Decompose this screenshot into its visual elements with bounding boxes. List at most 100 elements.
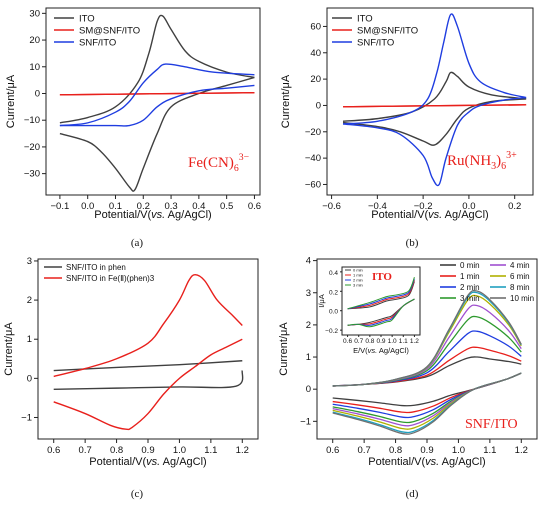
chart-a-xtick-label: 0.2 [137, 201, 150, 212]
chart-d-legend-label: 3 min [460, 294, 480, 303]
chart-d-series-reverse [332, 372, 522, 419]
chart-c-ytick-label: −1 [21, 412, 32, 423]
chart-a-series-reverse [59, 91, 255, 96]
chart-d-inset-xtick-label: 0.7 [354, 338, 363, 345]
chart-d-ytick-label: 3 [306, 288, 311, 299]
chart-c-xtick-label: 1.2 [236, 445, 249, 456]
chart-d-inset-ytick-label: −0.2 [325, 328, 338, 335]
chart-a-ytick-label: 20 [29, 35, 40, 46]
chart-a-series-forward [59, 14, 255, 124]
chart-b-xtick-label: −0.6 [322, 201, 341, 212]
chart-d-inset-series-forward [347, 278, 415, 310]
chart-b-series-forward [342, 71, 527, 122]
panel-a: −0.1 0.0 0.1 0.2 0.3 0.4 0.5 0.6 −30 −20 −10 0 10 20 3… [0, 0, 275, 253]
chart-a-xtick-label: −0.1 [51, 201, 70, 212]
chart-d-inset-ytick-label: 0.4 [329, 270, 338, 277]
chart-d-xtick-label: 0.7 [358, 445, 371, 456]
chart-b-panel-label: (b) [406, 237, 419, 249]
chart-d-inset-xlabel: E/V(vs. Ag/AgCl) [353, 346, 409, 355]
chart-d-inset-series-forward [347, 277, 415, 310]
chart-d-ytick-label: 4 [306, 256, 311, 267]
chart-d-inset-legend-label: 2 min [353, 278, 363, 283]
chart-b-ytick-label: 60 [310, 21, 321, 32]
chart-b-series-reverse [342, 98, 527, 146]
chart-b-legend-label: SNF/ITO [357, 38, 394, 49]
chart-d-xtick-label: 1.2 [515, 445, 528, 456]
chart-d-inset-xtick-label: 1.0 [388, 338, 397, 345]
chart-d-legend-label: 2 min [460, 283, 480, 292]
chart-b-series-reverse [343, 104, 527, 108]
chart-c-ytick-label: 0 [27, 373, 32, 384]
chart-c-xtick-label: 1.1 [204, 445, 217, 456]
chart-d-inset-series-forward [347, 281, 415, 310]
chart-d-ytick-label: 1 [306, 352, 311, 363]
chart-d-inset-ytick-label: 0.2 [329, 289, 338, 296]
chart-c-xtick-label: 0.6 [47, 445, 60, 456]
chart-d-inset-legend-label: 0 min [353, 268, 363, 273]
chart-d-series-reverse [332, 372, 522, 435]
chart-d-inset-ytick-label: 0.0 [329, 309, 338, 316]
chart-d-series-forward [332, 289, 522, 387]
chart-d-inset-xtick-label: 0.9 [376, 338, 385, 345]
chart-c-series-reverse [53, 338, 243, 431]
chart-a-series-reverse [59, 84, 255, 127]
chart-d-inset-series-forward [347, 279, 415, 310]
chart-a-annotation: Fe(CN)63− [188, 152, 250, 174]
chart-b-ytick-label: −40 [305, 153, 321, 164]
chart-d-xtick-label: 1.0 [452, 445, 465, 456]
chart-a-xtick-label: 0.0 [81, 201, 94, 212]
chart-b-annotation: Ru(NH3)63+ [447, 150, 517, 172]
chart-c-xtick-label: 0.8 [110, 445, 123, 456]
chart-d-ytick-label: −1 [300, 416, 311, 427]
chart-d-xtick-label: 0.8 [389, 445, 402, 456]
chart-c-ylabel: Current/μA [3, 322, 15, 376]
chart-c-xtick-label: 0.9 [141, 445, 154, 456]
chart-c-legend-label: SNF/ITO in Fe(Ⅱ)(phen)3 [66, 274, 155, 283]
chart-a-ytick-label: 30 [29, 8, 40, 19]
chart-d-legend-label: 10 min [510, 294, 534, 303]
chart-d-ytick-label: 0 [306, 384, 311, 395]
chart-b-xlabel: Potential/V(vs. Ag/AgCl) [371, 209, 488, 221]
chart-b-ytick-label: 40 [310, 48, 321, 59]
chart-a-xtick-label: 0.5 [220, 201, 233, 212]
chart-d-xtick-label: 1.1 [483, 445, 496, 456]
chart-a-frame [45, 7, 261, 196]
chart-a-ytick-label: 10 [29, 62, 40, 73]
chart-a-xtick-label: 0.1 [109, 201, 122, 212]
chart-d-legend-label: 1 min [460, 272, 480, 281]
chart-b-xtick-label: −0.2 [414, 201, 433, 212]
chart-a-xtick-label: 0.4 [192, 201, 205, 212]
chart-c-ytick-label: 1 [27, 334, 32, 345]
chart-c-frame [37, 258, 259, 440]
chart-b-xtick-label: −0.4 [368, 201, 387, 212]
chart-d-annotation: SNF/ITO [465, 417, 518, 432]
chart-a-series-forward [59, 63, 255, 127]
chart-d-inset-legend-label: 1 min [353, 273, 363, 278]
chart-b-svg: −0.6 −0.4 −0.2 0.0 0.2 −60 −40 −20 0 20 40 60 ITOSM@… [280, 7, 534, 249]
chart-a-panel-label: (a) [131, 237, 144, 249]
chart-b-ytick-label: −60 [305, 179, 321, 190]
chart-c-ytick-label: 2 [27, 295, 32, 306]
chart-d-inset-ylabel: I/μA [317, 294, 326, 308]
chart-d-series-reverse [332, 372, 522, 414]
chart-d-ytick-label: 2 [306, 320, 311, 331]
chart-d-legend-label: 0 min [460, 261, 480, 270]
chart-b-xtick-label: 0.0 [462, 201, 475, 212]
chart-a-legend-label: SM@SNF/ITO [79, 26, 140, 37]
chart-b-ytick-label: 20 [310, 74, 321, 85]
chart-b-legend-label: ITO [357, 14, 373, 25]
chart-b-ylabel: Current/μA [280, 74, 292, 128]
chart-d-ylabel: Current/μA [278, 322, 290, 376]
chart-d-inset-legend-label: 3 min [353, 283, 363, 288]
chart-d-xtick-label: 0.6 [326, 445, 339, 456]
chart-b-xtick-label: 0.2 [508, 201, 521, 212]
chart-b-ytick-label: −20 [305, 127, 321, 138]
chart-a-ytick-label: −20 [24, 142, 40, 153]
chart-c-panel-label: (c) [131, 488, 144, 500]
chart-d-inset-series-reverse [347, 298, 415, 328]
chart-b-series-reverse [342, 96, 527, 187]
chart-d-series-reverse [332, 372, 522, 407]
panel-c: 0.6 0.7 0.8 0.9 1.0 1.1 1.2 −1 0 1 2 3 SNF/ITO in ph… [0, 253, 275, 506]
chart-a-xtick-label: 0.6 [248, 201, 261, 212]
chart-a-ylabel: Current/μA [5, 74, 17, 128]
